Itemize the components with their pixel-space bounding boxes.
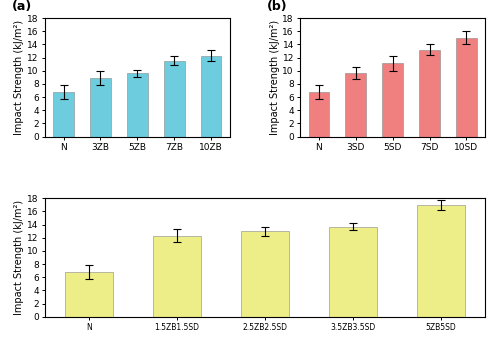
Bar [346, 73, 366, 136]
Bar [90, 78, 110, 136]
Y-axis label: Impact Strength (kJ/m²): Impact Strength (kJ/m²) [14, 20, 24, 135]
Y-axis label: Impact Strength (kJ/m²): Impact Strength (kJ/m²) [270, 20, 280, 135]
Bar [65, 272, 114, 317]
Bar [153, 236, 202, 317]
Bar [201, 55, 222, 136]
Y-axis label: Impact Strength (kJ/m²): Impact Strength (kJ/m²) [14, 200, 24, 315]
Bar [128, 73, 148, 136]
Bar [456, 38, 476, 136]
Bar [54, 92, 74, 136]
Bar [164, 61, 184, 136]
Bar [420, 50, 440, 136]
Bar [241, 231, 289, 317]
Bar [416, 205, 465, 317]
Text: (b): (b) [267, 0, 287, 13]
Text: (a): (a) [12, 0, 32, 13]
Bar [328, 226, 377, 317]
Bar [382, 63, 402, 136]
Bar [308, 92, 329, 136]
